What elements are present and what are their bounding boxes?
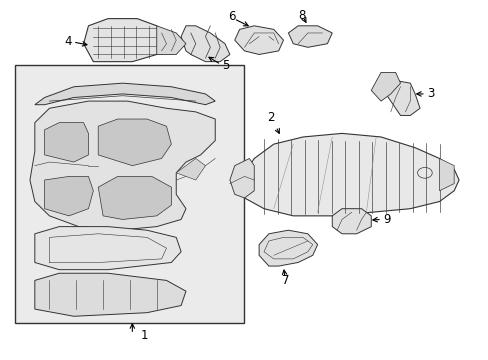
Text: 2: 2 — [267, 111, 279, 133]
Text: 5: 5 — [222, 59, 229, 72]
Polygon shape — [83, 19, 166, 62]
Bar — [15, 65, 244, 323]
Polygon shape — [98, 176, 171, 220]
Text: 8: 8 — [297, 9, 305, 22]
Text: 4: 4 — [64, 35, 71, 49]
Text: 6: 6 — [228, 10, 236, 23]
Polygon shape — [181, 26, 229, 62]
Text: 1: 1 — [141, 329, 148, 342]
Polygon shape — [234, 26, 283, 54]
Polygon shape — [157, 26, 185, 54]
Polygon shape — [44, 123, 88, 162]
Text: 9: 9 — [383, 213, 390, 226]
Polygon shape — [30, 101, 215, 230]
Polygon shape — [229, 158, 254, 198]
Polygon shape — [35, 273, 185, 316]
Text: 7: 7 — [282, 274, 289, 287]
Polygon shape — [44, 176, 93, 216]
Polygon shape — [35, 83, 215, 105]
Polygon shape — [331, 209, 370, 234]
Polygon shape — [35, 226, 181, 270]
Text: 3: 3 — [427, 87, 434, 100]
Polygon shape — [439, 158, 453, 191]
Polygon shape — [244, 134, 458, 216]
Polygon shape — [98, 119, 171, 166]
Polygon shape — [380, 80, 419, 116]
Polygon shape — [259, 230, 317, 266]
Polygon shape — [176, 158, 205, 180]
Polygon shape — [288, 26, 331, 47]
Polygon shape — [370, 72, 400, 101]
